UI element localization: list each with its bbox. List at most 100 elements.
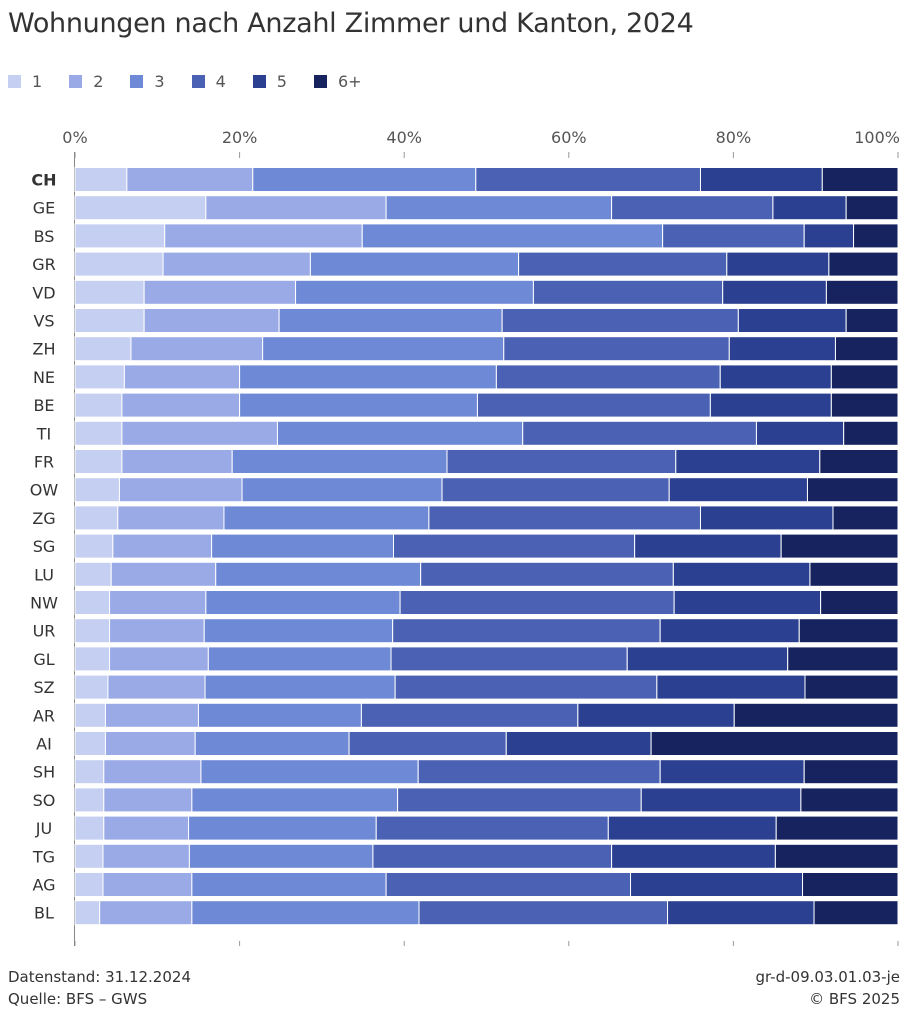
bar-segment-SH-2 bbox=[103, 759, 202, 785]
bar-segment-SO-6plus bbox=[800, 787, 899, 813]
bar-segment-GR-4 bbox=[518, 251, 728, 277]
category-label-TI: TI bbox=[36, 424, 52, 443]
category-label-SH: SH bbox=[33, 763, 55, 782]
bar-segment-AG-2 bbox=[102, 872, 193, 897]
bar-segment-BS-3 bbox=[361, 223, 664, 249]
bar-segment-LU-5 bbox=[672, 561, 811, 587]
bar-segment-GE-3 bbox=[385, 195, 613, 221]
bar-segment-CH-1 bbox=[74, 167, 128, 192]
bar-segment-VD-3 bbox=[295, 279, 534, 305]
category-label-UR: UR bbox=[33, 622, 56, 641]
bar-segment-OW-6plus bbox=[806, 477, 899, 503]
x-tick-label: 60% bbox=[551, 128, 587, 147]
bar-segment-GL-4 bbox=[390, 646, 628, 672]
bar-segment-VS-6plus bbox=[845, 308, 899, 333]
bar-segment-NE-2 bbox=[123, 364, 241, 390]
category-label-OW: OW bbox=[30, 481, 59, 500]
legend-item-6plus: 6+ bbox=[313, 72, 362, 91]
bar-segment-BE-6plus bbox=[830, 392, 899, 418]
bar-segment-SZ-1 bbox=[74, 674, 109, 700]
bar-segment-AG-6plus bbox=[802, 872, 899, 897]
legend-swatch bbox=[191, 75, 205, 88]
bar-segment-BE-1 bbox=[74, 392, 123, 418]
category-label-CH: CH bbox=[31, 171, 56, 190]
category-label-NE: NE bbox=[33, 368, 55, 387]
bar-segment-TI-3 bbox=[276, 420, 524, 446]
bar-segment-JU-3 bbox=[188, 815, 377, 841]
bar-segment-BL-4 bbox=[418, 900, 669, 926]
bar-segment-NE-4 bbox=[495, 364, 721, 390]
legend-label: 1 bbox=[32, 72, 43, 91]
bar-segment-AR-5 bbox=[577, 702, 735, 728]
legend-swatch bbox=[130, 75, 144, 88]
bar-segment-JU-6plus bbox=[775, 815, 899, 841]
category-label-BE: BE bbox=[33, 396, 54, 415]
bar-segment-TG-2 bbox=[102, 843, 190, 869]
bar-segment-FR-5 bbox=[675, 449, 821, 474]
bar-segment-ZH-6plus bbox=[834, 336, 899, 362]
data-status: Datenstand: 31.12.2024 bbox=[8, 968, 191, 986]
bar-segment-SZ-6plus bbox=[804, 674, 899, 700]
category-label-SZ: SZ bbox=[33, 678, 54, 697]
bar-segment-CH-2 bbox=[126, 167, 254, 192]
chart-legend: 1 2 3 4 5 6+ bbox=[8, 72, 389, 91]
category-label-GE: GE bbox=[33, 199, 56, 218]
bar-segment-ZG-4 bbox=[428, 505, 701, 531]
bar-segment-GL-2 bbox=[109, 646, 209, 672]
category-label-BS: BS bbox=[34, 227, 55, 246]
legend-item-1: 1 bbox=[8, 72, 42, 91]
bar-segment-TG-5 bbox=[611, 843, 776, 869]
bar-segment-LU-6plus bbox=[809, 561, 899, 587]
bar-segment-OW-3 bbox=[241, 477, 443, 503]
bar-segment-BE-2 bbox=[121, 392, 241, 418]
bar-segment-OW-1 bbox=[74, 477, 120, 503]
bar-segment-SG-3 bbox=[211, 533, 395, 559]
category-label-BL: BL bbox=[34, 904, 54, 923]
bar-segment-SG-6plus bbox=[780, 533, 899, 559]
bar-segment-SG-1 bbox=[74, 533, 114, 559]
bar-segment-GL-3 bbox=[207, 646, 392, 672]
category-label-NW: NW bbox=[30, 594, 58, 613]
bar-segment-BS-1 bbox=[74, 223, 166, 249]
bar-segment-SZ-3 bbox=[204, 674, 396, 700]
bar-segment-UR-3 bbox=[203, 618, 394, 644]
bar-segment-GR-2 bbox=[162, 251, 311, 277]
bar-segment-ZH-4 bbox=[503, 336, 730, 362]
bar-segment-ZH-2 bbox=[130, 336, 264, 362]
bar-segment-NW-6plus bbox=[820, 590, 899, 615]
category-label-SG: SG bbox=[33, 537, 56, 556]
bar-segment-AI-2 bbox=[104, 731, 196, 756]
bar-segment-TG-3 bbox=[188, 843, 374, 869]
legend-swatch bbox=[69, 75, 83, 88]
bar-segment-CH-6plus bbox=[821, 167, 899, 192]
bar-segment-SG-4 bbox=[393, 533, 636, 559]
category-label-AG: AG bbox=[32, 876, 55, 895]
bar-segment-VS-4 bbox=[501, 308, 739, 333]
bar-segment-AR-4 bbox=[360, 702, 579, 728]
legend-label: 2 bbox=[93, 72, 104, 91]
bar-segment-SH-1 bbox=[74, 759, 105, 785]
bar-segment-GL-5 bbox=[626, 646, 789, 672]
category-label-GR: GR bbox=[32, 255, 56, 274]
bar-segment-SO-1 bbox=[74, 787, 105, 813]
bar-segment-BL-5 bbox=[667, 900, 815, 926]
bar-segment-GE-6plus bbox=[845, 195, 899, 221]
bar-segment-SH-4 bbox=[417, 759, 661, 785]
bar-segment-NW-1 bbox=[74, 590, 111, 615]
bar-segment-GE-2 bbox=[205, 195, 387, 221]
bar-segment-VD-6plus bbox=[825, 279, 899, 305]
bar-segment-ZG-5 bbox=[699, 505, 834, 531]
bar-segment-ZG-3 bbox=[223, 505, 430, 531]
bar-segment-FR-1 bbox=[74, 449, 123, 474]
x-tick-label: 100% bbox=[854, 128, 900, 147]
legend-item-3: 3 bbox=[130, 72, 165, 91]
source: Quelle: BFS – GWS bbox=[8, 990, 148, 1008]
legend-label: 6+ bbox=[337, 72, 362, 91]
bar-segment-ZG-6plus bbox=[832, 505, 899, 531]
bar-segment-LU-4 bbox=[420, 561, 674, 587]
bar-segment-BL-1 bbox=[74, 900, 101, 926]
bar-segment-GE-4 bbox=[611, 195, 774, 221]
x-tick-label: 80% bbox=[716, 128, 752, 147]
bar-segment-BE-5 bbox=[709, 392, 832, 418]
bar-segment-BL-6plus bbox=[813, 900, 899, 926]
